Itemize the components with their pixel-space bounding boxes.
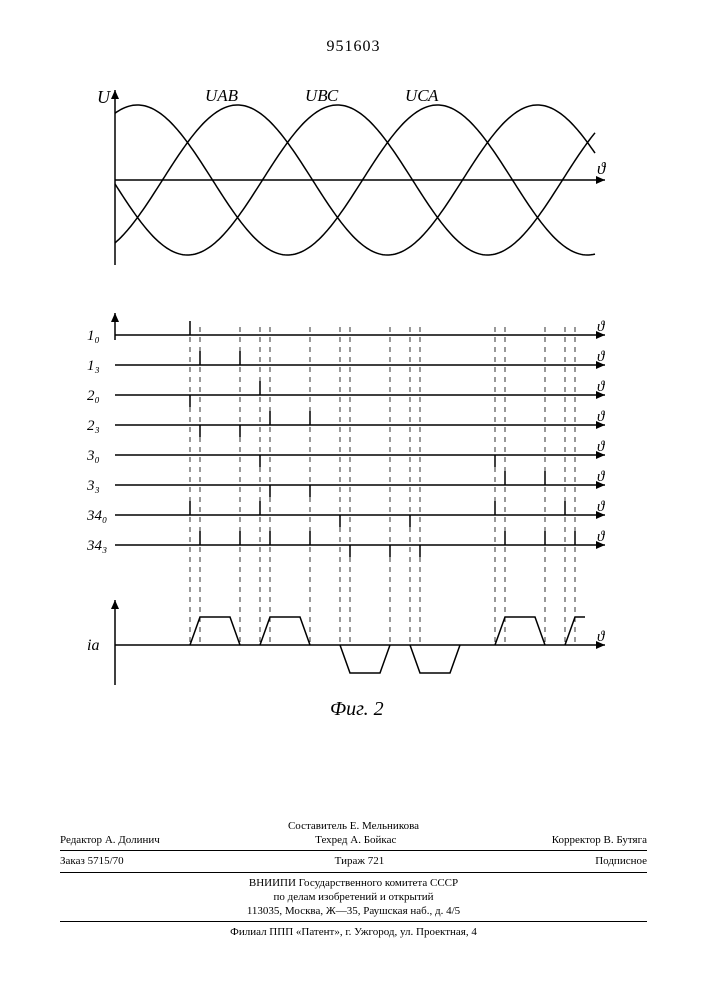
svg-text:ϑ: ϑ — [597, 319, 606, 335]
svg-text:UСА: UСА — [405, 90, 439, 105]
footer-block: Составитель Е. Мельникова Редактор А. До… — [60, 820, 647, 940]
figure-2: Uϑ UАВ UВС UСА 1₀ ϑ 1₃ ϑ 2₀ ϑ 2₃ ϑ 3₀ ϑ 3₃ ϑ 34₀ ϑ 34₃ ϑ ia ϑ… — [85, 90, 615, 740]
svg-text:2₃: 2₃ — [87, 418, 100, 434]
separator-1 — [60, 850, 647, 851]
svg-text:UВС: UВС — [305, 90, 339, 105]
page: 951603 Uϑ UАВ UВС UСА 1₀ ϑ 1₃ ϑ 2₀ ϑ 2₃ ϑ 3₀ ϑ 3₃ ϑ 34₀ ϑ… — [0, 0, 707, 1000]
compiler-line: Составитель Е. Мельникова — [60, 820, 647, 834]
order: Заказ 5715/70 — [60, 855, 124, 869]
org-line-1: ВНИИПИ Государственного комитета СССР — [60, 877, 647, 891]
compiler-name: Е. Мельникова — [350, 820, 419, 832]
org-line-2: по делам изобретений и открытий — [60, 891, 647, 905]
compiler-label: Составитель — [288, 820, 347, 832]
tech-editor: Техред А. Бойкас — [315, 834, 396, 848]
svg-text:3₀: 3₀ — [86, 448, 100, 464]
addr-line: 113035, Москва, Ж—35, Раушская наб., д. … — [60, 905, 647, 919]
svg-text:ϑ: ϑ — [597, 629, 606, 645]
circulation: Тираж 721 — [335, 855, 385, 869]
svg-text:ϑ: ϑ — [597, 439, 606, 455]
svg-text:ϑ: ϑ — [597, 349, 606, 365]
corrector: Корректор В. Бутяга — [552, 834, 647, 848]
svg-text:3₃: 3₃ — [86, 478, 100, 494]
svg-text:34₀: 34₀ — [86, 508, 107, 524]
svg-text:ϑ: ϑ — [597, 499, 606, 515]
credits-row: Редактор А. Долинич Техред А. Бойкас Кор… — [60, 834, 647, 848]
svg-text:ϑ: ϑ — [597, 159, 607, 178]
svg-text:ϑ: ϑ — [597, 469, 606, 485]
branch-line: Филиал ППП «Патент», г. Ужгород, ул. Про… — [60, 926, 647, 940]
order-row: Заказ 5715/70 Тираж 721 Подписное — [60, 855, 647, 869]
figure-svg: Uϑ UАВ UВС UСА 1₀ ϑ 1₃ ϑ 2₀ ϑ 2₃ ϑ 3₀ ϑ 3₃ ϑ 34₀ ϑ 34₃ ϑ ia ϑ… — [85, 90, 615, 740]
svg-text:2₀: 2₀ — [87, 388, 100, 404]
separator-2 — [60, 872, 647, 873]
editor: Редактор А. Долинич — [60, 834, 160, 848]
signed: Подписное — [595, 855, 647, 869]
svg-text:ia: ia — [87, 637, 99, 654]
svg-text:ϑ: ϑ — [597, 409, 606, 425]
document-number: 951603 — [0, 38, 707, 56]
svg-text:UАВ: UАВ — [205, 90, 239, 105]
svg-text:ϑ: ϑ — [597, 379, 606, 395]
svg-text:34₃: 34₃ — [86, 538, 107, 554]
svg-text:Фиг. 2: Фиг. 2 — [330, 698, 384, 720]
svg-text:1₀: 1₀ — [87, 328, 100, 344]
separator-3 — [60, 921, 647, 922]
svg-text:1₃: 1₃ — [87, 358, 100, 374]
svg-text:ϑ: ϑ — [597, 529, 606, 545]
svg-text:U: U — [97, 90, 111, 107]
